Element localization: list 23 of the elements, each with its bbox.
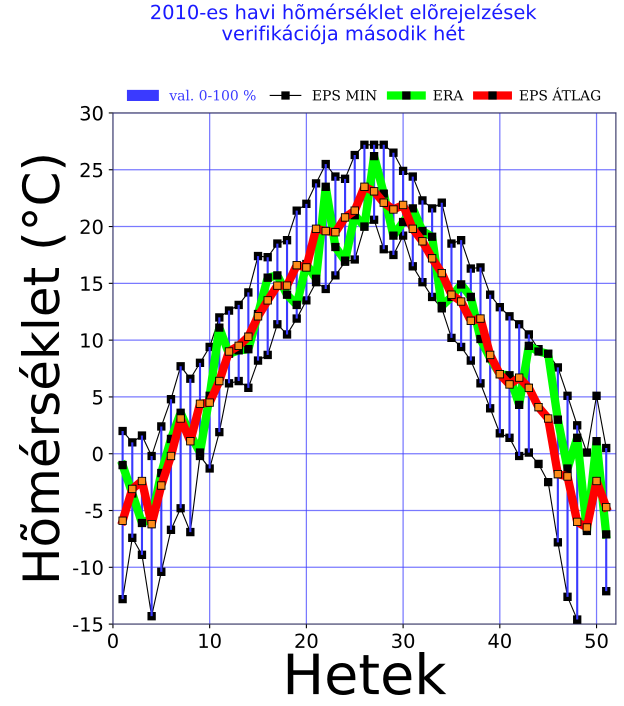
y-tick-label: -5 bbox=[85, 504, 102, 518]
y-tick-label: -10 bbox=[73, 560, 103, 575]
x-tick-label: 0 bbox=[108, 633, 118, 648]
legend-label: EPS ÁTLAG bbox=[520, 88, 600, 101]
x-axis-title: Hetek bbox=[288, 652, 446, 695]
x-tick-label: 10 bbox=[199, 633, 221, 648]
x-tick-label: 50 bbox=[586, 633, 608, 648]
y-tick-label: -15 bbox=[73, 617, 102, 632]
x-tick-label: 40 bbox=[488, 633, 511, 648]
y-tick-label: 15 bbox=[81, 276, 102, 292]
legend-label: EPS MIN bbox=[312, 90, 377, 101]
y-tick-label: 10 bbox=[81, 333, 103, 348]
y-tick-label: 0 bbox=[92, 446, 103, 462]
x-tick-label: 20 bbox=[295, 633, 318, 648]
y-axis-title: Hõmérséklet (°C) bbox=[18, 156, 66, 580]
y-tick-label: 25 bbox=[80, 162, 102, 178]
x-tick-label: 30 bbox=[392, 633, 414, 648]
chart-title: 2010-es havi hõmérséklet elõrejelzések verifikációja második hét bbox=[151, 4, 537, 44]
y-tick-label: 5 bbox=[93, 390, 102, 405]
legend-label: ERA bbox=[433, 90, 464, 100]
legend-label: val. 0-100 % bbox=[169, 90, 256, 101]
y-tick-label: 20 bbox=[80, 220, 103, 234]
y-tick-label: 30 bbox=[80, 106, 103, 121]
